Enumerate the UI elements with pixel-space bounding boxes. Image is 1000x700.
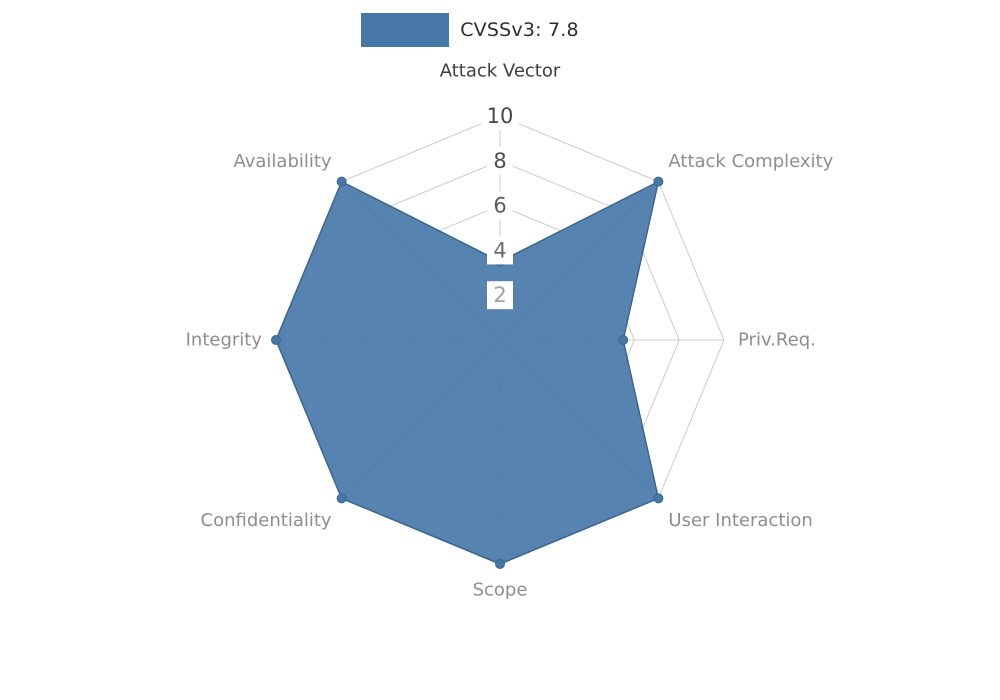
tick-label: 8 — [493, 149, 506, 173]
tick-label: 6 — [493, 194, 506, 218]
data-point — [495, 559, 505, 569]
axis-label: Integrity — [186, 330, 263, 351]
axis-label: User Interaction — [668, 510, 812, 531]
data-point — [271, 335, 281, 345]
tick-box — [481, 102, 519, 130]
tick-box — [487, 236, 513, 265]
legend: CVSSv3: 7.8 — [0, 13, 940, 47]
axis-label: Confidentiality — [201, 510, 332, 531]
legend-swatch — [361, 13, 450, 47]
tick-box — [487, 146, 513, 175]
data-point — [336, 176, 347, 187]
axis-label: Availability — [233, 151, 331, 172]
tick-label: 10 — [487, 104, 514, 128]
axis-label: Scope — [473, 580, 528, 601]
legend-label: CVSSv3: 7.8 — [460, 19, 579, 41]
tick-box — [487, 191, 513, 220]
tick-label: 2 — [493, 283, 506, 307]
data-polygon — [275, 180, 660, 565]
axis-label: Priv.Req. — [738, 330, 816, 351]
axis-label: Attack Complexity — [668, 151, 833, 172]
data-point — [653, 493, 664, 504]
data-point — [618, 335, 629, 345]
data-point — [653, 176, 664, 187]
axis-label: Attack Vector — [440, 61, 561, 82]
tick-box — [487, 281, 513, 310]
tick-label: 4 — [493, 238, 506, 262]
data-point — [336, 493, 347, 504]
